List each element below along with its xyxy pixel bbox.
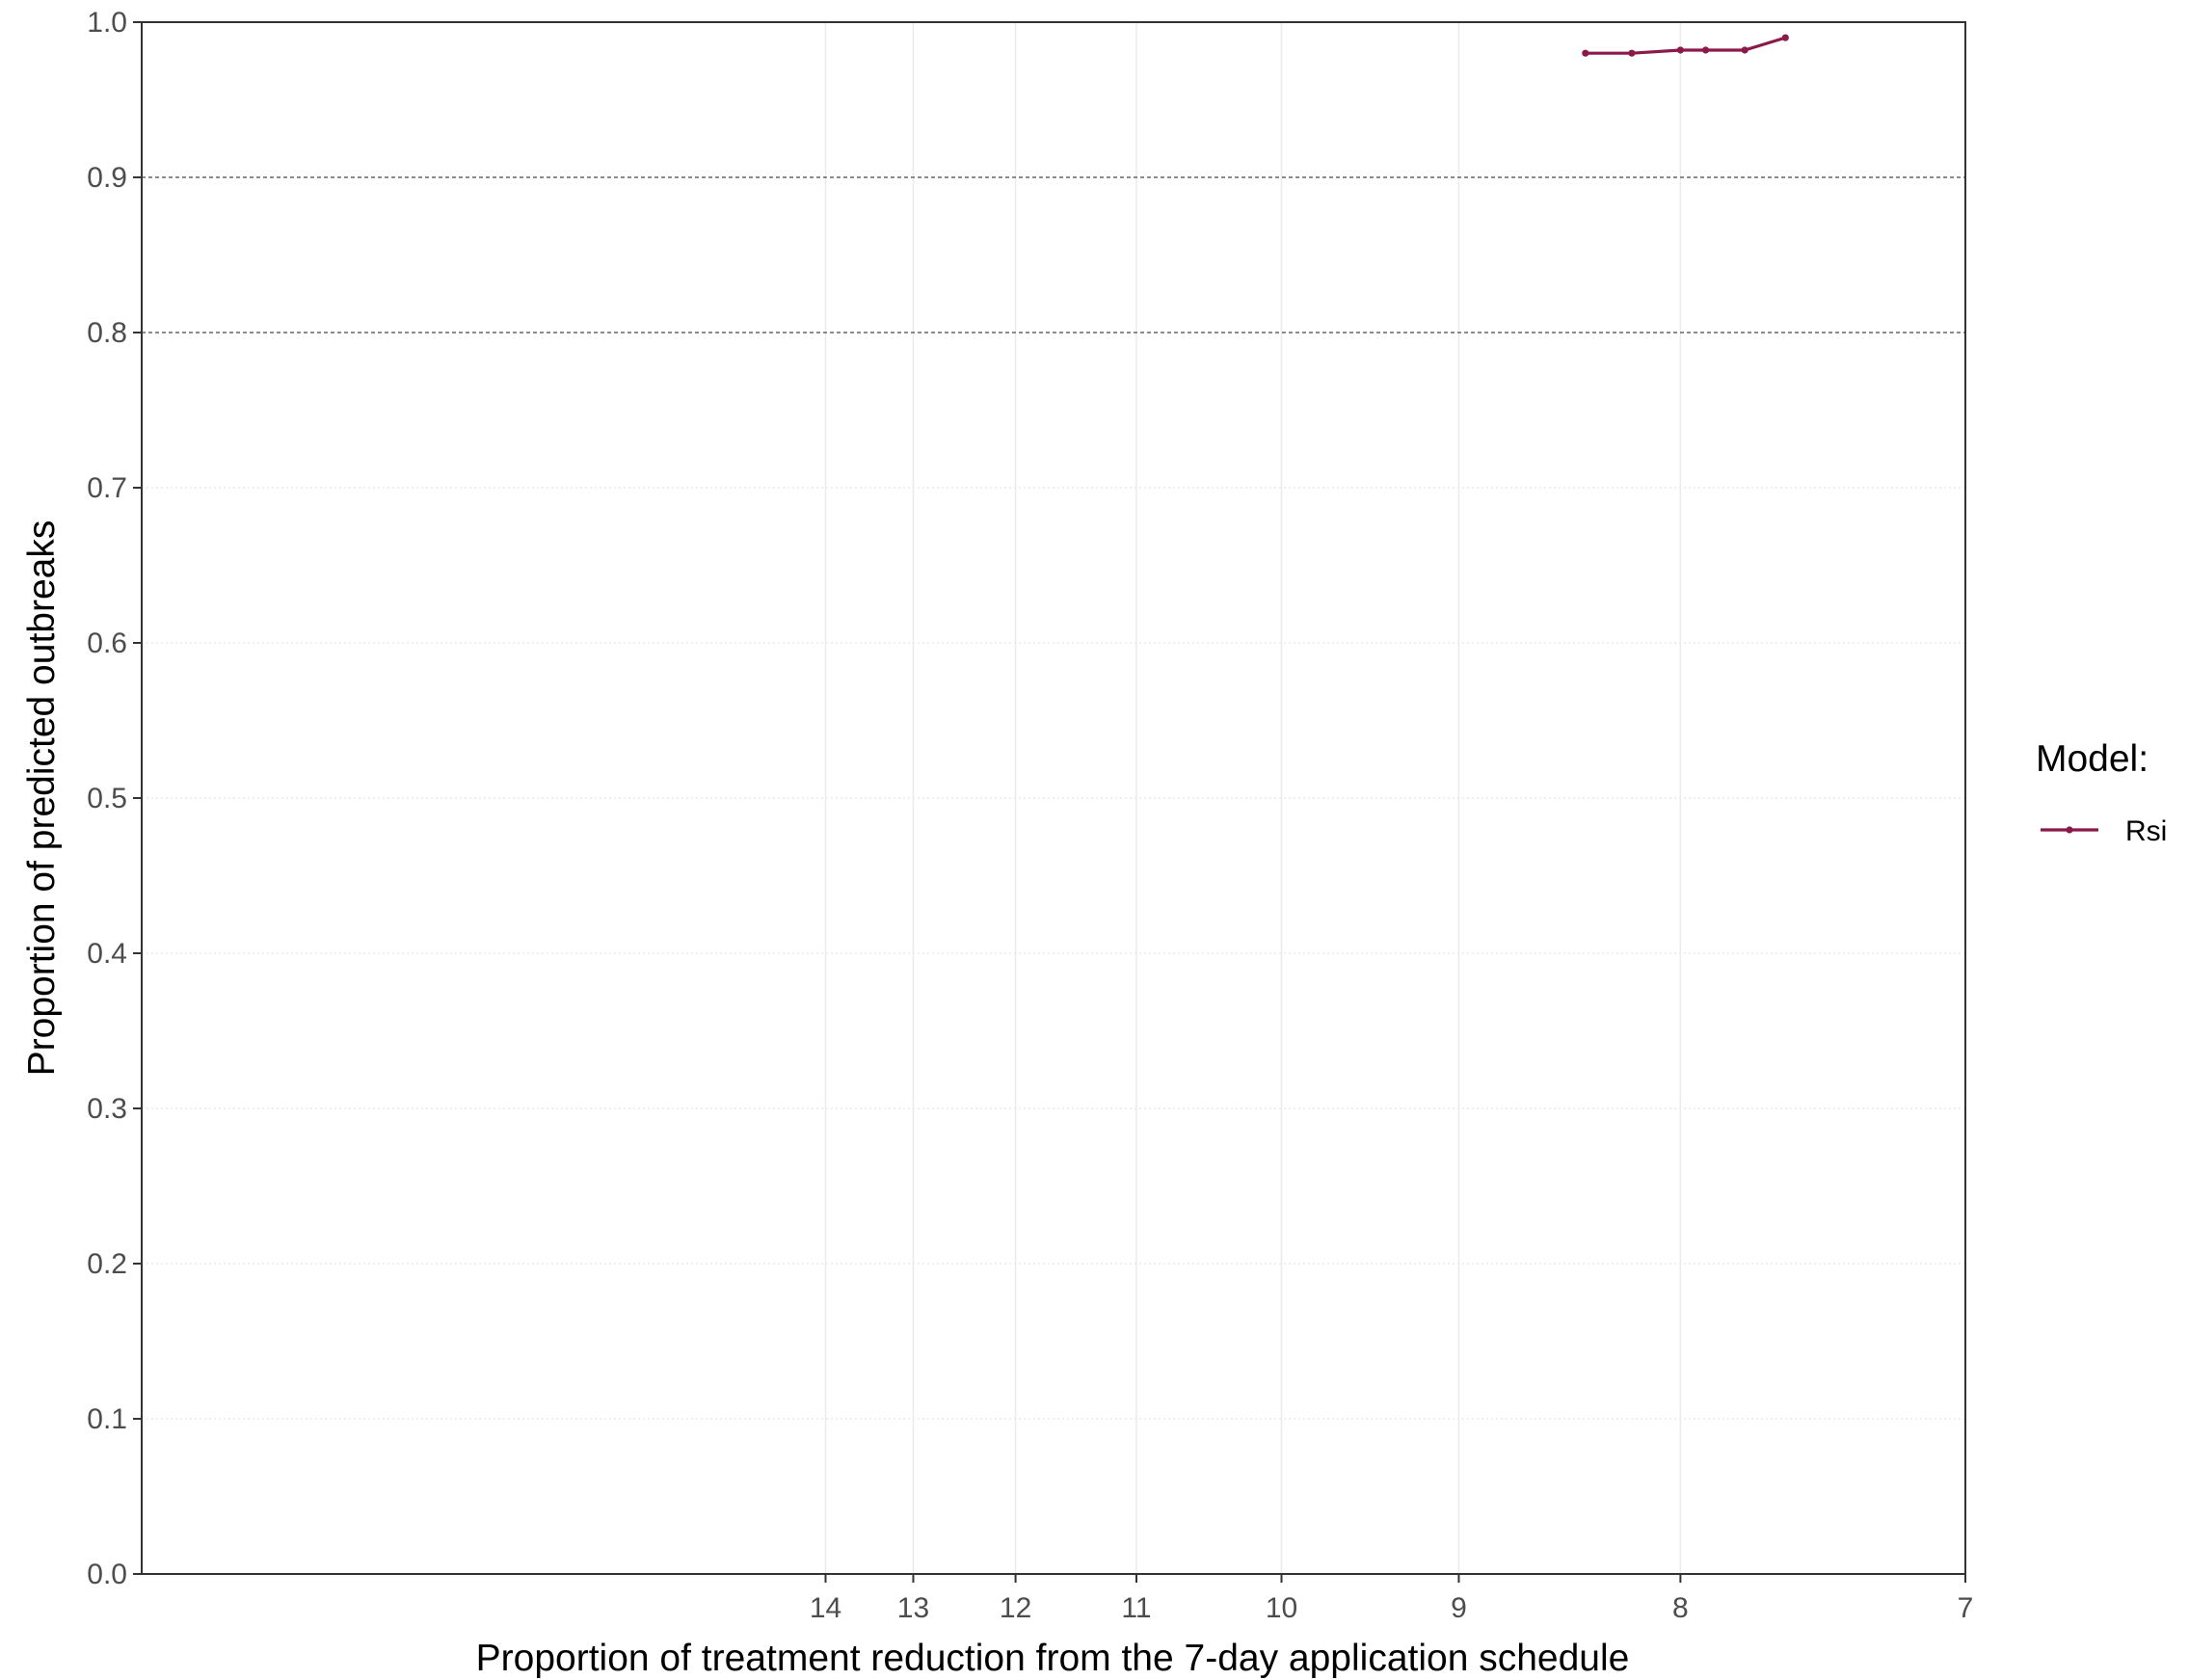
y-tick-label: 0.5: [87, 783, 127, 814]
x-tick-label: 9: [1451, 1592, 1467, 1624]
reference-lines: [142, 176, 1965, 333]
series-point: [1676, 46, 1684, 54]
legend: Model: Rsi: [2036, 738, 2167, 847]
y-tick-label: 0.1: [87, 1403, 127, 1435]
y-tick-label: 0.8: [87, 317, 127, 349]
y-tick-label: 0.6: [87, 627, 127, 659]
y-tick-label: 1.0: [87, 7, 127, 39]
series-point: [1701, 46, 1710, 54]
y-axis-title: Proportion of predicted outbreaks: [21, 520, 63, 1077]
y-tick-label: 0.7: [87, 472, 127, 504]
y-tick-label: 0.3: [87, 1093, 127, 1125]
series-point: [1781, 34, 1789, 41]
series-point: [1582, 49, 1589, 57]
y-axis-ticks: 0.0 0.1 0.2 0.3 0.4 0.5 0.6 0.7 0.8 0.9 1.0: [87, 7, 142, 1590]
x-axis-title: Proportion of treatment reduction from t…: [476, 1638, 1630, 1679]
x-tick-label: 12: [1000, 1592, 1031, 1624]
series-lines: [1582, 34, 1789, 57]
y-tick-label: 0.4: [87, 938, 127, 970]
x-axis-ticks: 14 13 12 11 10 9 8 7: [810, 1574, 1974, 1624]
legend-title: Model:: [2036, 738, 2149, 780]
x-tick-label: 7: [1958, 1592, 1974, 1624]
x-tick-label: 14: [810, 1592, 841, 1624]
y-tick-label: 0.9: [87, 162, 127, 194]
x-tick-label: 8: [1672, 1592, 1689, 1624]
legend-key-point: [2066, 826, 2073, 834]
x-tick-label: 13: [897, 1592, 929, 1624]
x-tick-label: 10: [1266, 1592, 1297, 1624]
series-point: [1628, 49, 1636, 57]
grid-lines: [142, 22, 1965, 1574]
y-tick-label: 0.2: [87, 1248, 127, 1280]
series-point: [1741, 46, 1749, 54]
legend-label: Rsi: [2125, 815, 2167, 847]
series-line: [1585, 36, 1786, 55]
x-tick-label: 11: [1121, 1592, 1151, 1624]
y-tick-label: 0.0: [87, 1559, 127, 1590]
